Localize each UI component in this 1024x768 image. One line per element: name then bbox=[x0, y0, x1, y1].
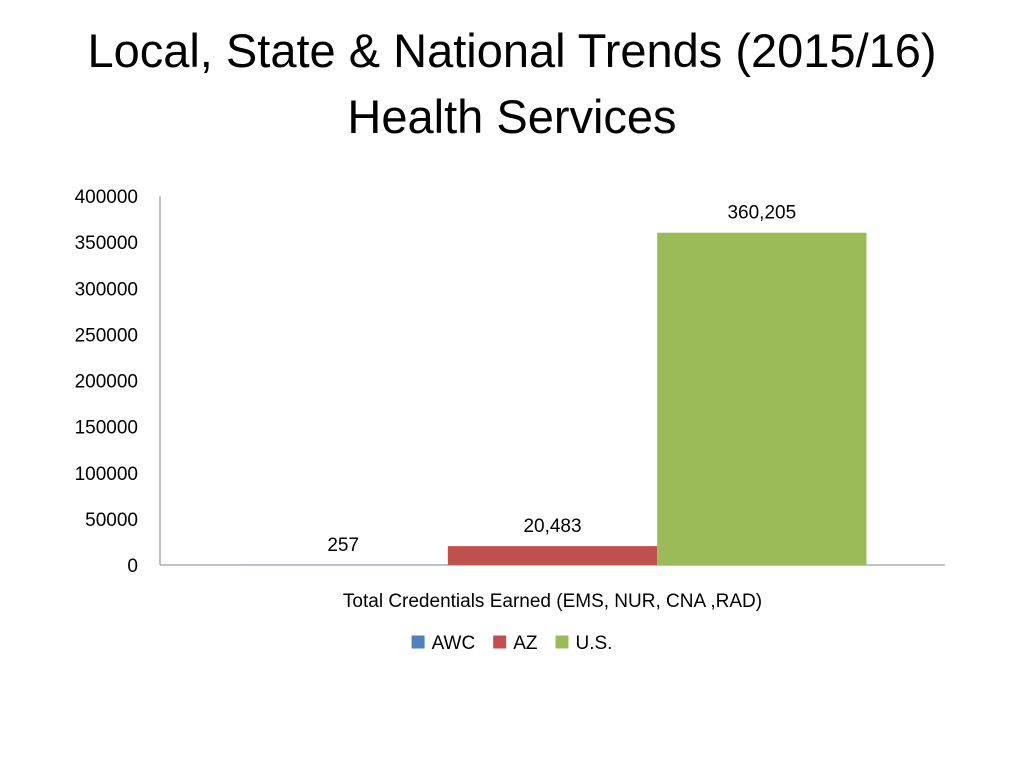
legend-swatch bbox=[411, 635, 425, 649]
legend-label: AWC bbox=[432, 633, 476, 654]
legend-label: U.S. bbox=[575, 633, 612, 654]
legend: AWC AZ U.S. bbox=[411, 633, 612, 654]
legend-label: AZ bbox=[513, 633, 538, 654]
title-line-2: Health Services bbox=[347, 90, 677, 143]
data-label: 20,483 bbox=[523, 516, 581, 537]
legend-swatch bbox=[493, 635, 507, 649]
y-tick-label: 150000 bbox=[75, 418, 138, 439]
category-label: Total Credentials Earned (EMS, NUR, CNA … bbox=[343, 591, 762, 612]
bar-az bbox=[447, 546, 658, 565]
y-tick-label: 350000 bbox=[75, 233, 138, 254]
data-label: 360,205 bbox=[727, 203, 796, 224]
legend-swatch bbox=[555, 635, 569, 649]
y-tick-label: 400000 bbox=[75, 187, 138, 208]
y-tick-label: 250000 bbox=[75, 325, 138, 346]
bar-us bbox=[657, 232, 867, 566]
y-tick-label: 100000 bbox=[75, 464, 138, 485]
slide-title: Local, State & National Trends (2015/16)… bbox=[0, 18, 1024, 150]
title-line-1: Local, State & National Trends (2015/16) bbox=[87, 24, 937, 77]
y-tick-label: 50000 bbox=[85, 510, 138, 531]
category-labels: Total Credentials Earned (EMS, NUR, CNA … bbox=[343, 591, 762, 612]
data-labels: 257 20,483 360,205 bbox=[327, 203, 796, 556]
y-axis: 0 50000 100000 150000 200000 250000 300000 3500… bbox=[75, 187, 161, 577]
data-label: 257 bbox=[327, 535, 359, 556]
bars bbox=[238, 232, 867, 566]
y-tick-label: 300000 bbox=[75, 279, 138, 300]
y-tick-label: 200000 bbox=[75, 372, 138, 393]
y-tick-label: 0 bbox=[127, 556, 138, 577]
